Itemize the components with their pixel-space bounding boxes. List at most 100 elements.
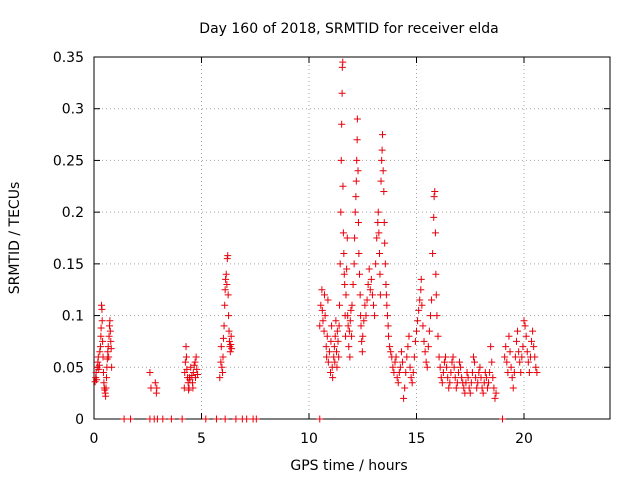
data-point xyxy=(183,365,191,373)
data-point xyxy=(355,250,363,258)
data-point xyxy=(377,177,385,185)
data-point xyxy=(202,415,210,423)
data-point xyxy=(442,353,450,361)
data-point xyxy=(456,358,463,366)
data-point xyxy=(380,187,388,195)
data-point xyxy=(358,337,366,345)
data-point xyxy=(192,353,200,361)
data-point xyxy=(434,332,442,340)
data-point xyxy=(392,353,400,361)
data-point xyxy=(416,296,424,304)
chart-title: Day 160 of 2018, SRMTID for receiver eld… xyxy=(199,21,498,37)
data-point xyxy=(464,374,472,382)
data-point xyxy=(321,312,329,320)
data-point xyxy=(333,363,341,371)
data-point xyxy=(224,291,232,299)
data-point xyxy=(376,250,384,258)
data-point xyxy=(509,384,517,392)
data-point xyxy=(391,358,399,366)
data-point xyxy=(420,337,428,345)
data-point xyxy=(228,345,236,353)
data-point xyxy=(468,368,476,376)
y-tick-label: 0.15 xyxy=(53,257,84,273)
data-point xyxy=(387,348,395,356)
data-point xyxy=(357,322,365,330)
data-point xyxy=(445,384,453,392)
data-point xyxy=(217,358,225,366)
data-point xyxy=(450,363,458,371)
data-point xyxy=(436,363,444,371)
data-point xyxy=(402,368,410,376)
data-point xyxy=(217,343,225,351)
data-point xyxy=(95,365,103,373)
data-point xyxy=(167,415,175,423)
data-point xyxy=(508,374,516,382)
data-point xyxy=(395,368,403,376)
data-point xyxy=(319,317,327,325)
data-point xyxy=(532,363,540,371)
data-point xyxy=(219,353,227,361)
data-point xyxy=(438,379,446,387)
data-point xyxy=(418,301,426,309)
data-point xyxy=(348,332,356,340)
data-point xyxy=(520,317,528,325)
data-point xyxy=(189,368,197,376)
data-point xyxy=(329,374,337,382)
data-point xyxy=(120,415,128,423)
data-point xyxy=(421,348,429,356)
data-point xyxy=(323,353,331,361)
data-point xyxy=(394,379,402,387)
data-point xyxy=(350,260,358,268)
y-tick-label: 0.3 xyxy=(62,102,84,118)
data-point xyxy=(429,250,437,258)
data-point xyxy=(340,250,348,258)
data-point xyxy=(499,415,506,423)
data-point xyxy=(404,343,412,351)
data-point xyxy=(360,317,368,325)
data-point xyxy=(531,353,539,361)
data-point xyxy=(512,337,520,345)
data-point xyxy=(514,327,522,335)
data-point xyxy=(422,358,430,366)
data-point xyxy=(410,353,418,361)
data-point xyxy=(454,368,462,376)
data-point xyxy=(417,275,425,283)
data-point xyxy=(516,358,524,366)
x-axis-label: GPS time / hours xyxy=(290,458,407,474)
data-point xyxy=(328,322,336,330)
data-point xyxy=(216,374,224,382)
data-point xyxy=(320,327,328,335)
data-point xyxy=(366,286,374,294)
data-point xyxy=(318,306,326,314)
data-point xyxy=(320,291,328,299)
data-point xyxy=(213,415,221,423)
data-point xyxy=(449,353,457,361)
data-point xyxy=(341,281,349,289)
data-point xyxy=(102,374,110,382)
data-point xyxy=(386,343,394,351)
data-point xyxy=(98,317,106,325)
x-tick-label: 10 xyxy=(300,431,318,447)
data-point xyxy=(96,343,104,351)
data-point xyxy=(375,229,383,237)
data-point xyxy=(219,368,227,376)
data-point xyxy=(98,305,106,313)
data-point xyxy=(525,368,533,376)
data-point xyxy=(529,327,537,335)
data-point xyxy=(432,270,440,278)
data-point xyxy=(352,177,360,185)
data-point xyxy=(337,208,345,216)
data-point xyxy=(225,327,233,335)
data-point xyxy=(530,343,538,351)
data-point xyxy=(381,260,389,268)
data-point xyxy=(489,374,497,382)
data-point xyxy=(364,281,372,289)
data-point xyxy=(226,348,234,356)
data-point xyxy=(448,358,456,366)
data-point xyxy=(181,358,189,366)
x-tick-label: 0 xyxy=(90,431,99,447)
data-point xyxy=(506,348,514,356)
data-point xyxy=(486,368,494,376)
data-point xyxy=(102,384,110,392)
